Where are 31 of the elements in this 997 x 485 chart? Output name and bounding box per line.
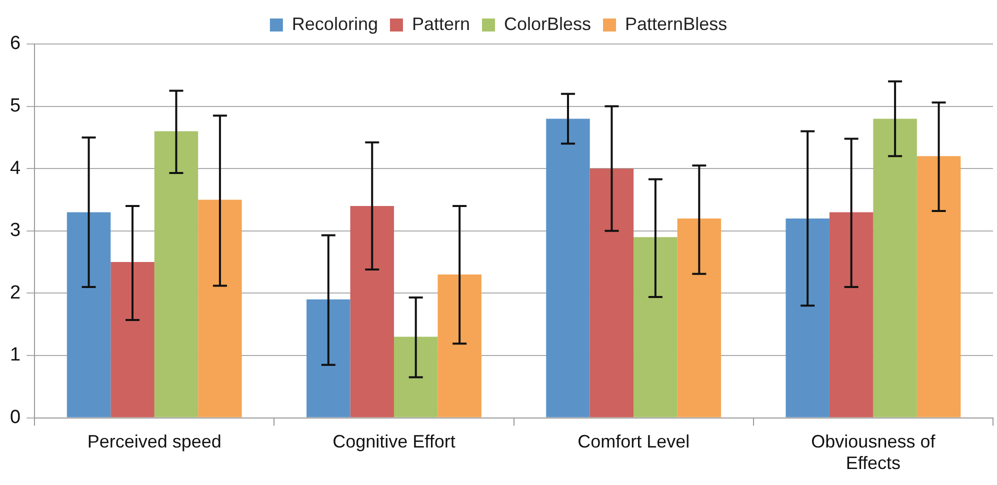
bar	[154, 131, 198, 418]
bar	[590, 168, 634, 418]
legend-label: Pattern	[412, 14, 470, 34]
bar	[394, 336, 438, 418]
legend-label: ColorBless	[504, 14, 592, 34]
y-tick-label: 3	[10, 220, 21, 242]
bar	[873, 118, 917, 418]
y-tick-label: 4	[10, 158, 21, 179]
y-tick-label: 5	[10, 96, 21, 117]
y-tick-label: 1	[10, 344, 21, 366]
legend-label: Recoloring	[292, 14, 378, 34]
bar	[634, 237, 678, 418]
x-tick-label: Comfort Level	[578, 432, 690, 452]
bar	[306, 299, 350, 418]
x-tick-label: Cognitive Effort	[332, 432, 456, 452]
bar	[438, 274, 482, 418]
x-tick-label: Obviousness of Effects	[811, 432, 936, 474]
legend-label: PatternBless	[625, 14, 728, 34]
y-tick-label: 2	[10, 282, 21, 304]
bar	[110, 262, 154, 418]
bar	[916, 156, 961, 418]
y-tick-label: 0	[10, 407, 21, 428]
bar	[350, 206, 394, 418]
x-tick-label: Perceived speed	[87, 432, 222, 452]
bar	[829, 212, 874, 418]
bar	[786, 218, 830, 418]
y-tick-label: 6	[10, 33, 21, 54]
bar	[677, 218, 722, 418]
bar	[66, 212, 111, 418]
bar	[546, 118, 590, 418]
bar	[198, 200, 242, 418]
